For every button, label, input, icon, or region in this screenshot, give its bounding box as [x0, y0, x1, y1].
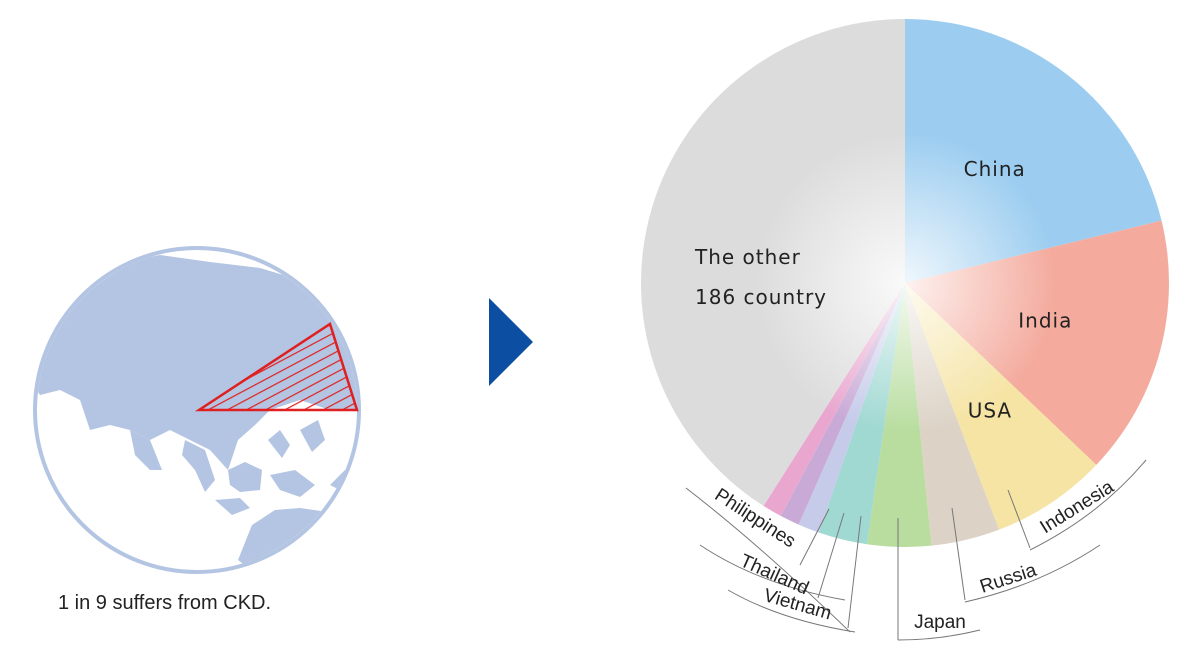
pie-label-japan: Japan — [914, 612, 966, 633]
leader-line-vietnam — [847, 515, 862, 629]
caption: 1 in 9 suffers from CKD. — [58, 592, 272, 614]
arc-thailand — [699, 544, 846, 601]
arc-indonesia — [1029, 459, 1147, 551]
leader-line-philippines — [799, 508, 830, 566]
arc-russia — [964, 544, 1101, 603]
leader-line-thailand — [817, 512, 845, 599]
leader-line-indonesia — [1007, 489, 1031, 549]
pie-chart — [641, 19, 1170, 548]
leader-line-russia — [951, 507, 966, 601]
arc-vietnam — [727, 589, 856, 633]
globe-asia-icon — [33, 246, 361, 574]
pie-label-china: China — [964, 157, 1026, 181]
arc-philippines — [685, 487, 851, 633]
arc-japan — [897, 629, 981, 641]
pie-label-other: The other 186 country — [694, 245, 827, 309]
pie-center-glow — [755, 133, 1055, 433]
pie-leader-lines — [685, 459, 1147, 641]
pie-label-russia: Russia — [977, 560, 1039, 598]
pie-label-india: India — [1018, 308, 1072, 332]
pie-label-usa: USA — [968, 398, 1012, 422]
play-arrow-icon — [489, 298, 533, 386]
